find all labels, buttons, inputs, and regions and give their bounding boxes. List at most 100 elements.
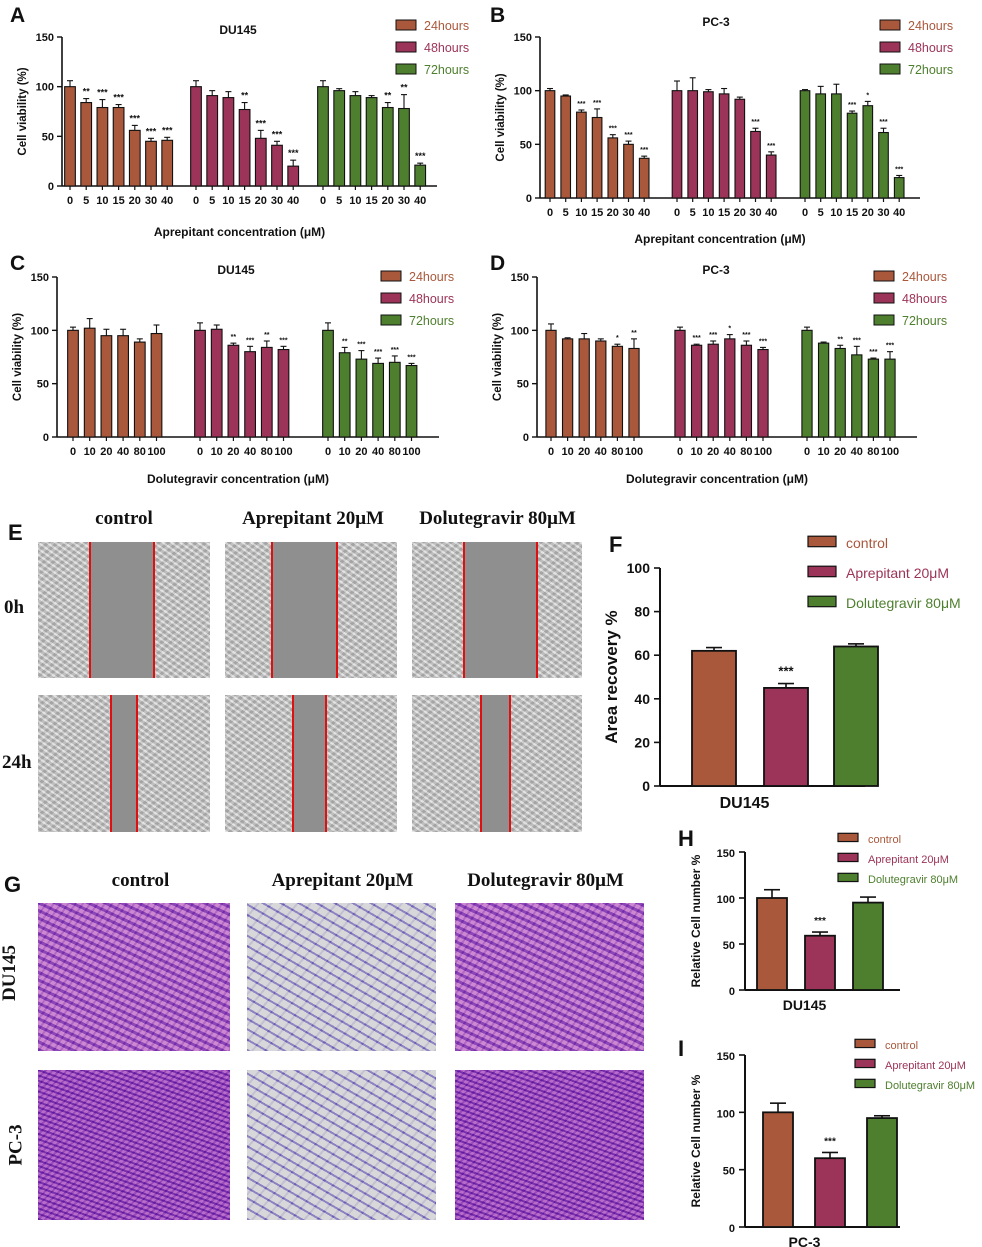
bar-d-24hours-40: [595, 340, 607, 438]
legend-label-i-2: Dolutegravir 80μM: [885, 1080, 975, 1092]
x-tick-label-b: 40: [638, 207, 650, 219]
significance-c: ***: [246, 337, 254, 344]
transwell-row-label-pc3: PC-3: [5, 1124, 27, 1166]
wound-photo-control-0h: [38, 542, 210, 678]
bar-a-72hours-10: [349, 95, 362, 187]
x-tick-label-b: 0: [802, 207, 808, 219]
bar-a-24hours-5: [80, 102, 93, 187]
y-tick-label-d: 0: [523, 432, 529, 444]
x-tick-label-c: 10: [84, 446, 96, 458]
bar-c-24hours-0: [67, 329, 79, 438]
x-tick-label-d: 100: [625, 446, 643, 458]
x-tick-label-c: 0: [325, 446, 331, 458]
significance-d: *: [728, 326, 731, 333]
significance-c: ***: [279, 337, 287, 344]
x-tick-label-a: 5: [209, 195, 215, 207]
bar-c-48hours-80: [260, 346, 273, 438]
y-axis-label-c: Cell viability (%): [12, 313, 24, 401]
bar-d-72hours-100: [884, 358, 896, 438]
significance-b: ***: [895, 166, 903, 173]
transwell-photo-pc3-aprepitant: [247, 1070, 436, 1220]
significance-f: ***: [778, 664, 794, 679]
bar-c-24hours-40: [117, 335, 129, 438]
x-tick-label-a: 20: [129, 195, 141, 207]
significance-b: ***: [593, 100, 601, 107]
bar-b-48hours-0: [671, 90, 683, 199]
bar-d-72hours-20: [834, 347, 846, 438]
transwell-photo-du145-dolutegravir: [455, 903, 644, 1051]
bar-d-24hours-80: [611, 345, 624, 438]
legend-label-h-2: Dolutegravir 80μM: [868, 874, 958, 886]
bar-a-24hours-10: [96, 106, 109, 187]
y-tick-label-f: 40: [634, 691, 650, 707]
y-tick-label-c: 100: [31, 325, 49, 337]
bar-c-24hours-10: [83, 327, 96, 438]
y-tick-label-a: 50: [42, 131, 54, 143]
x-tick-label-b: 20: [607, 207, 619, 219]
y-tick-label-b: 0: [526, 193, 532, 205]
wound-photo-control-24h: [38, 695, 210, 832]
chart-title-d: PC-3: [702, 263, 730, 277]
x-tick-label-b: 5: [818, 207, 824, 219]
transwell-row-label-du145: DU145: [0, 945, 20, 1001]
wound-col-label-control: control: [95, 508, 153, 529]
significance-a: ***: [288, 148, 299, 158]
y-tick-label-a: 100: [36, 82, 54, 94]
y-tick-label-i: 150: [717, 1051, 735, 1063]
panel-letter-i: I: [678, 1036, 685, 1061]
bar-i-Aprepitant 20μM: [814, 1157, 846, 1228]
x-tick-label-c: 80: [261, 446, 273, 458]
bar-c-72hours-20: [355, 358, 368, 438]
bar-d-48hours-10: [690, 344, 703, 438]
bar-b-72hours-40: [893, 177, 905, 199]
legend-label-c-24hours: 24hours: [409, 270, 454, 284]
x-axis-label-b: Aprepitant concentration (μM): [634, 232, 805, 246]
bar-c-48hours-0: [194, 329, 206, 438]
y-axis-label-b: Cell viability (%): [495, 73, 507, 161]
x-tick-label-b: 10: [702, 207, 714, 219]
chart-title-a: DU145: [219, 23, 257, 37]
bar-b-72hours-5: [815, 93, 827, 199]
y-tick-label-b: 100: [514, 86, 532, 98]
bar-a-72hours-20: [381, 106, 394, 187]
bar-a-48hours-0: [190, 86, 202, 187]
x-tick-label-d: 100: [754, 446, 772, 458]
x-tick-label-c: 20: [227, 446, 239, 458]
significance-d: ***: [709, 332, 717, 339]
bar-c-72hours-0: [322, 329, 334, 438]
legend-swatch-a-72hours: [395, 63, 417, 75]
bar-b-72hours-15: [846, 112, 858, 199]
x-tick-label-c: 20: [355, 446, 367, 458]
y-tick-label-b: 150: [514, 32, 532, 44]
bar-b-48hours-40: [765, 154, 777, 199]
legend-label-a-72hours: 72hours: [424, 63, 469, 77]
significance-a: **: [241, 91, 249, 101]
legend-swatch-i-2: [854, 1078, 876, 1089]
x-tick-label-a: 30: [145, 195, 157, 207]
transwell-col-label-dolutegravir: Dolutegravir 80μM: [467, 870, 624, 891]
x-tick-label-c: 80: [389, 446, 401, 458]
legend-label-d-72hours: 72hours: [902, 314, 947, 328]
x-tick-label-b: 30: [622, 207, 634, 219]
bar-f-Aprepitant 20μM: [763, 687, 809, 787]
wound-row-label-24h: 24h: [2, 752, 32, 773]
legend-label-d-48hours: 48hours: [902, 292, 947, 306]
significance-c: **: [231, 334, 237, 341]
legend-label-d-24hours: 24hours: [902, 270, 947, 284]
y-tick-label-d: 100: [511, 325, 529, 337]
bar-d-48hours-0: [674, 329, 686, 438]
legend-label-f-2: Dolutegravir 80μM: [846, 595, 961, 611]
bar-d-24hours-10: [561, 338, 574, 438]
significance-d: *: [616, 335, 619, 342]
significance-a: ***: [415, 151, 426, 161]
y-tick-label-f: 0: [642, 778, 650, 794]
legend-swatch-f-1: [807, 565, 837, 578]
x-tick-label-b: 5: [690, 207, 696, 219]
wound-col-label-aprepitant: Aprepitant 20μM: [242, 508, 384, 529]
panel-letter-e: E: [8, 520, 23, 545]
legend-swatch-d-24hours: [873, 270, 895, 282]
y-tick-label-h: 0: [729, 986, 735, 998]
x-tick-label-a: 15: [112, 195, 124, 207]
bar-a-48hours-10: [222, 97, 235, 187]
x-tick-label-d: 0: [804, 446, 810, 458]
